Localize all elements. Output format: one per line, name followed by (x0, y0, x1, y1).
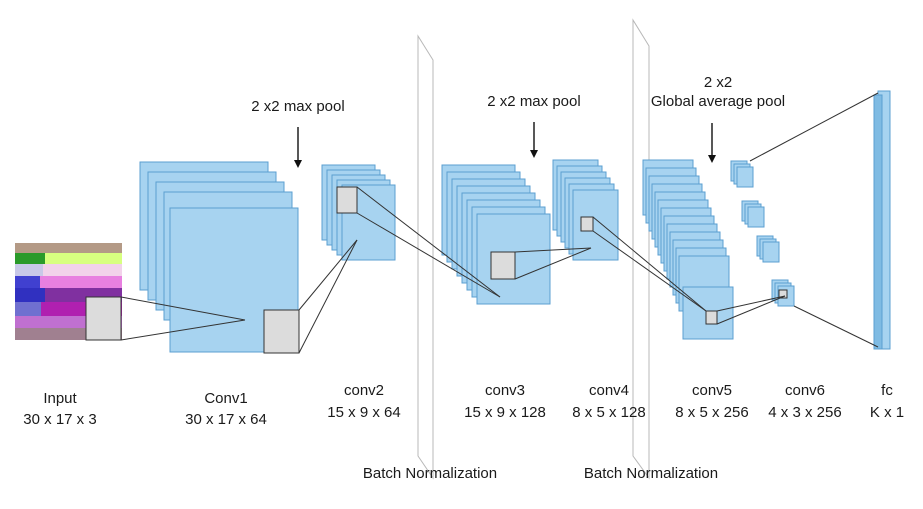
layer-name-fc: fc (881, 382, 893, 399)
connection-lines (120, 92, 879, 354)
conv3-kernel (490, 251, 516, 280)
layer-dims-conv2: 15 x 9 x 64 (327, 404, 400, 421)
layer-name-conv4: conv4 (589, 382, 629, 399)
conv2-feature-maps (321, 164, 396, 261)
pool2-arrowhead-icon (530, 150, 538, 158)
conv6-feature-maps (730, 160, 795, 307)
layer-dims-conv5: 8 x 5 x 256 (675, 404, 748, 421)
pool1-label: 2 x2 max pool (251, 98, 344, 115)
batch-norm-label-2: Batch Normalization (584, 465, 718, 482)
pool1-arrowhead-icon (294, 160, 302, 168)
layer-dims-conv6: 4 x 3 x 256 (768, 404, 841, 421)
pool3-label-line2: Global average pool (651, 93, 785, 110)
batch-norm-plane-1 (417, 34, 434, 480)
conv4-feature-maps (552, 159, 619, 261)
pool3-arrowhead-icon (708, 155, 716, 163)
pool3-label-line1: 2 x2 (704, 74, 732, 91)
layer-dims-conv3: 15 x 9 x 128 (464, 404, 546, 421)
input-kernel (85, 296, 122, 341)
batch-norm-label-1: Batch Normalization (363, 465, 497, 482)
conv3-feature-maps (441, 164, 551, 305)
layer-name-conv2: conv2 (344, 382, 384, 399)
layer-name-conv1: Conv1 (204, 390, 247, 407)
conv6-kernel (778, 289, 788, 299)
layer-dims-fc: K x 1 (870, 404, 904, 421)
layer-name-conv5: conv5 (692, 382, 732, 399)
layer-dims-conv1: 30 x 17 x 64 (185, 411, 267, 428)
layer-dims-input: 30 x 17 x 3 (23, 411, 96, 428)
layer-name-conv3: conv3 (485, 382, 525, 399)
pool2-label: 2 x2 max pool (487, 93, 580, 110)
fc-layer (873, 90, 891, 350)
layer-dims-conv4: 8 x 5 x 128 (572, 404, 645, 421)
conv1-kernel (263, 309, 300, 354)
layer-name-input: Input (43, 390, 77, 407)
conv2-kernel (336, 186, 358, 214)
conv5-feature-maps (642, 159, 734, 340)
batch-norm-plane-2 (632, 18, 650, 480)
conv4-kernel (580, 216, 594, 232)
layer-name-conv6: conv6 (785, 382, 825, 399)
conv1-feature-maps (139, 161, 299, 353)
conv5-kernel (705, 310, 718, 325)
